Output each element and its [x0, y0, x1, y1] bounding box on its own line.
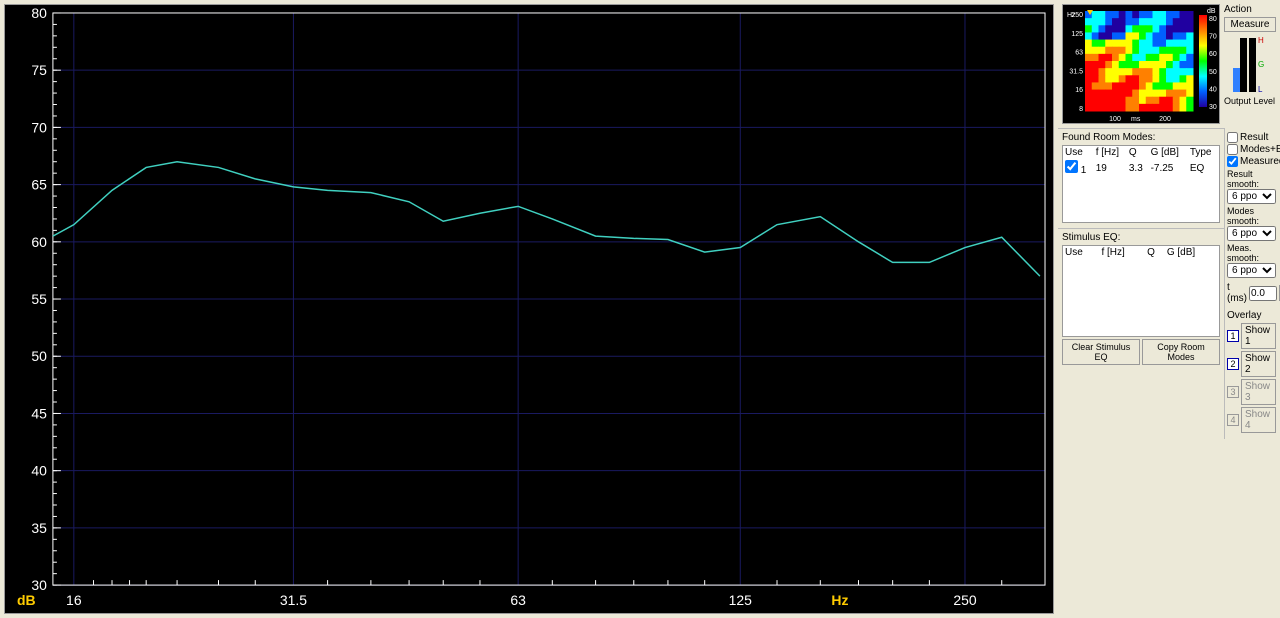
result-checkbox[interactable] — [1227, 132, 1238, 143]
copy-room-modes-button[interactable]: Copy Room Modes — [1142, 339, 1220, 365]
svg-text:Hz: Hz — [831, 592, 848, 608]
meas-smooth-label: Meas. smooth: — [1227, 243, 1276, 263]
svg-text:50: 50 — [1209, 69, 1217, 76]
overlay-show-1-button[interactable]: Show 1 — [1241, 323, 1276, 349]
overlay-show-2-button[interactable]: Show 2 — [1241, 351, 1276, 377]
svg-text:70: 70 — [1209, 34, 1217, 41]
svg-text:60: 60 — [31, 234, 47, 250]
level-g-label: G — [1258, 60, 1264, 69]
svg-text:80: 80 — [31, 5, 47, 21]
room-modes-table[interactable]: Usef [Hz]QG [dB]Type 1193.3-7.25EQ — [1062, 145, 1220, 223]
svg-text:35: 35 — [31, 520, 47, 536]
svg-text:40: 40 — [31, 463, 47, 479]
svg-text:80: 80 — [1209, 16, 1217, 23]
meas-smooth-select[interactable]: 6 ppo — [1227, 263, 1276, 278]
modes-smooth-label: Modes smooth: — [1227, 206, 1276, 226]
svg-text:31.5: 31.5 — [1069, 68, 1083, 75]
svg-text:100: 100 — [1109, 116, 1121, 123]
result-smooth-select[interactable]: 6 ppo — [1227, 189, 1276, 204]
action-label: Action — [1224, 4, 1276, 15]
svg-text:ms: ms — [1131, 116, 1141, 123]
mode-use-checkbox[interactable] — [1065, 160, 1078, 173]
frequency-response-chart: 30 35 40 45 50 55 60 65 70 75 80 16 31.5 63 125 250 dB Hz — [4, 4, 1054, 614]
modes-eq-label: Modes+EQ — [1240, 144, 1280, 155]
svg-text:16: 16 — [66, 592, 82, 608]
result-label: Result — [1240, 132, 1268, 143]
svg-text:63: 63 — [510, 592, 526, 608]
overlay-slot-3[interactable]: 3 — [1227, 386, 1239, 398]
svg-text:16: 16 — [1075, 87, 1083, 94]
svg-text:30: 30 — [1209, 104, 1217, 111]
svg-text:70: 70 — [31, 119, 47, 135]
output-level-meter: H G L — [1230, 38, 1270, 92]
svg-text:75: 75 — [31, 62, 47, 78]
level-h-label: H — [1258, 36, 1264, 45]
stimulus-eq-table[interactable]: Usef [Hz]QG [dB] — [1062, 245, 1220, 337]
svg-text:55: 55 — [31, 291, 47, 307]
svg-text:125: 125 — [729, 592, 753, 608]
spectrogram-thumbnail[interactable]: 2501256331.5168Hz100200ms807060504030dB — [1062, 4, 1220, 124]
overlay-label: Overlay — [1227, 310, 1276, 321]
overlay-show-3-button[interactable]: Show 3 — [1241, 379, 1276, 405]
svg-text:63: 63 — [1075, 50, 1083, 57]
output-level-label: Output Level — [1224, 96, 1276, 106]
measure-button[interactable]: Measure — [1224, 17, 1276, 32]
measured-checkbox[interactable] — [1227, 156, 1238, 167]
room-modes-title: Found Room Modes: — [1062, 132, 1220, 143]
svg-text:125: 125 — [1071, 31, 1083, 38]
overlay-show-4-button[interactable]: Show 4 — [1241, 407, 1276, 433]
t-ms-label: t (ms) — [1227, 282, 1247, 304]
svg-text:40: 40 — [1209, 86, 1217, 93]
modes-smooth-select[interactable]: 6 ppo — [1227, 226, 1276, 241]
svg-text:200: 200 — [1159, 116, 1171, 123]
svg-text:250: 250 — [953, 592, 977, 608]
level-l-label: L — [1258, 85, 1262, 94]
svg-text:8: 8 — [1079, 106, 1083, 113]
svg-text:Hz: Hz — [1067, 12, 1076, 19]
measured-label: Measured — [1240, 156, 1280, 167]
svg-text:60: 60 — [1209, 51, 1217, 58]
svg-text:45: 45 — [31, 405, 47, 421]
t-ms-input[interactable] — [1249, 286, 1277, 301]
svg-text:dB: dB — [17, 592, 36, 608]
overlay-slot-1[interactable]: 1 — [1227, 330, 1239, 342]
svg-text:65: 65 — [31, 177, 47, 193]
svg-text:31.5: 31.5 — [280, 592, 307, 608]
clear-stimulus-button[interactable]: Clear Stimulus EQ — [1062, 339, 1140, 365]
modes-eq-checkbox[interactable] — [1227, 144, 1238, 155]
overlay-slot-4[interactable]: 4 — [1227, 414, 1239, 426]
svg-text:dB: dB — [1207, 8, 1216, 15]
overlay-slot-2[interactable]: 2 — [1227, 358, 1239, 370]
svg-text:50: 50 — [31, 348, 47, 364]
result-smooth-label: Result smooth: — [1227, 169, 1276, 189]
svg-text:30: 30 — [31, 577, 47, 593]
stimulus-eq-title: Stimulus EQ: — [1062, 232, 1220, 243]
